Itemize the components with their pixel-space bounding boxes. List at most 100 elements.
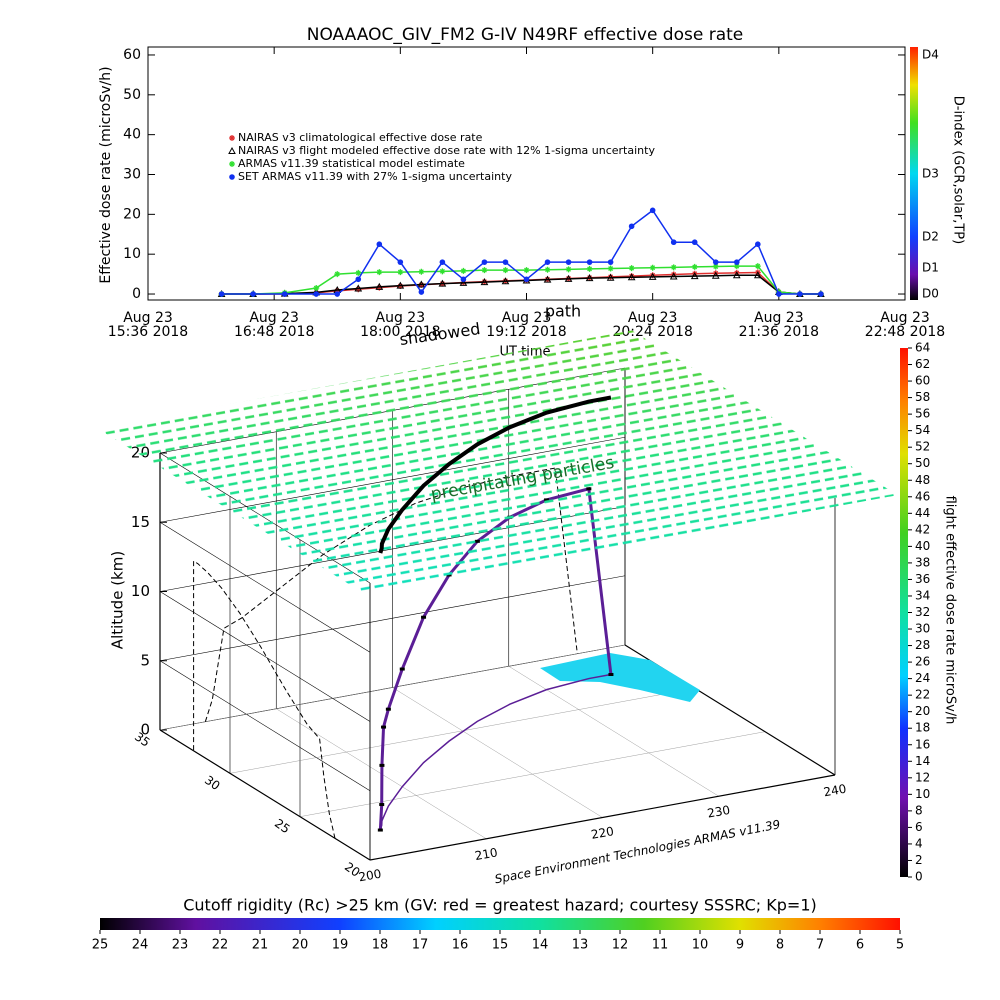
data-point bbox=[501, 277, 510, 285]
data-point bbox=[733, 259, 740, 265]
data-point bbox=[669, 272, 678, 280]
x-tick-label: 19:12 2018 bbox=[486, 324, 566, 340]
colorbar-tick-label: 32 bbox=[915, 605, 930, 619]
colorbar-tick-label: 42 bbox=[915, 522, 930, 536]
colorbar-tick-label: 40 bbox=[915, 539, 930, 553]
colorbar-tick-label: 4 bbox=[915, 836, 923, 850]
colorbar-tick-label: 21 bbox=[252, 938, 269, 953]
data-point bbox=[607, 259, 614, 265]
data-point bbox=[691, 239, 698, 246]
data-point bbox=[313, 285, 320, 292]
x-tick-label: Aug 23 bbox=[628, 310, 678, 326]
colorbar-label: flight effective dose rate microSv/h bbox=[943, 496, 958, 725]
colorbar-tick-label: 58 bbox=[915, 390, 930, 404]
data-point bbox=[564, 274, 573, 282]
x-tick-label: 210 bbox=[474, 845, 499, 863]
rigidity-colorbar bbox=[100, 918, 900, 930]
colorbar-tick-label: D3 bbox=[922, 167, 939, 181]
y-tick-label: 30 bbox=[202, 773, 223, 793]
data-point bbox=[585, 274, 594, 282]
z-tick-label: 0 bbox=[140, 721, 150, 739]
series-line bbox=[221, 209, 821, 295]
legend-label: NAIRAS v3 climatological effective dose … bbox=[238, 131, 483, 144]
colorbar-tick-label: 25 bbox=[92, 938, 109, 953]
data-point bbox=[797, 291, 803, 297]
data-point bbox=[753, 271, 762, 279]
data-point bbox=[396, 281, 405, 289]
data-point bbox=[586, 259, 593, 265]
colorbar-tick-label: 44 bbox=[915, 506, 930, 520]
x-tick-label: Aug 23 bbox=[376, 310, 426, 326]
colorbar-tick-label: 18 bbox=[915, 721, 930, 735]
box-edge bbox=[159, 729, 371, 861]
y-tick-label: 0 bbox=[132, 286, 141, 302]
z-tick-label: 15 bbox=[131, 513, 150, 531]
data-point bbox=[628, 223, 635, 230]
colorbar-tick-label: 22 bbox=[212, 938, 229, 953]
data-point bbox=[313, 291, 320, 297]
legend-marker bbox=[229, 135, 235, 141]
track-point bbox=[608, 673, 614, 677]
colorbar-tick-label: 23 bbox=[172, 938, 189, 953]
data-point bbox=[376, 269, 383, 276]
colorbar-tick-label: 14 bbox=[915, 754, 930, 768]
colorbar-tick-label: 2 bbox=[915, 853, 923, 867]
colorbar-tick-label: 12 bbox=[612, 938, 629, 953]
x-tick-label: Aug 23 bbox=[249, 310, 299, 326]
colorbar-tick-label: 52 bbox=[915, 440, 930, 454]
y-tick-label: 10 bbox=[123, 246, 141, 262]
colorbar-tick-label: 22 bbox=[915, 688, 930, 702]
data-point bbox=[459, 278, 468, 286]
colorbar-tick-label: 6 bbox=[915, 820, 923, 834]
data-point bbox=[375, 282, 384, 290]
colorbar-tick-label: 8 bbox=[915, 803, 923, 817]
legend-marker bbox=[228, 146, 236, 154]
data-point bbox=[776, 291, 782, 297]
dose-colorbar bbox=[900, 348, 908, 877]
colorbar-tick-label: 13 bbox=[572, 938, 589, 953]
track-point bbox=[399, 667, 405, 671]
data-point bbox=[354, 284, 363, 292]
credit: Space Environment Technologies ARMAS v11… bbox=[494, 817, 782, 886]
x-tick-label: 16:48 2018 bbox=[234, 324, 314, 340]
legend-label: ARMAS v11.39 statistical model estimate bbox=[238, 157, 465, 170]
data-point bbox=[460, 276, 467, 283]
colorbar-tick-label: 14 bbox=[532, 938, 549, 953]
data-point bbox=[355, 269, 362, 276]
colorbar-tick-label: 8 bbox=[776, 938, 784, 953]
y-axis-label: Effective dose rate (microSv/h) bbox=[98, 66, 114, 283]
data-point bbox=[439, 259, 446, 265]
colorbar-tick-label: 38 bbox=[915, 555, 930, 569]
grid-line bbox=[159, 644, 626, 731]
data-point bbox=[648, 272, 657, 280]
wall-projection bbox=[193, 560, 336, 839]
data-point bbox=[376, 241, 383, 248]
data-point bbox=[649, 272, 656, 279]
data-point bbox=[355, 286, 362, 293]
z-tick-label: 10 bbox=[131, 582, 150, 600]
track-point bbox=[379, 803, 385, 807]
track-point bbox=[385, 707, 391, 711]
colorbar-tick-label: 16 bbox=[915, 737, 930, 751]
colorbar-tick-label: 10 bbox=[692, 938, 709, 953]
data-point bbox=[565, 259, 572, 265]
data-point bbox=[606, 273, 615, 281]
data-point bbox=[543, 275, 552, 283]
legend-marker bbox=[229, 174, 235, 180]
x-tick-label: Aug 23 bbox=[123, 310, 173, 326]
series-line bbox=[221, 274, 821, 295]
x-tick-label: 240 bbox=[822, 782, 847, 800]
y-tick-label: 60 bbox=[123, 47, 141, 63]
colorbar-tick-label: 62 bbox=[915, 357, 930, 371]
data-point bbox=[544, 259, 551, 265]
data-point bbox=[438, 279, 447, 287]
y-tick-label: 20 bbox=[123, 206, 141, 222]
data-point bbox=[711, 271, 720, 279]
colorbar-tick-label: 10 bbox=[915, 787, 930, 801]
data-point bbox=[649, 264, 656, 271]
colorbar-tick-label: 12 bbox=[915, 770, 930, 784]
colorbar-tick-label: 16 bbox=[452, 938, 469, 953]
annotation: path bbox=[545, 302, 581, 321]
data-point bbox=[732, 271, 741, 279]
